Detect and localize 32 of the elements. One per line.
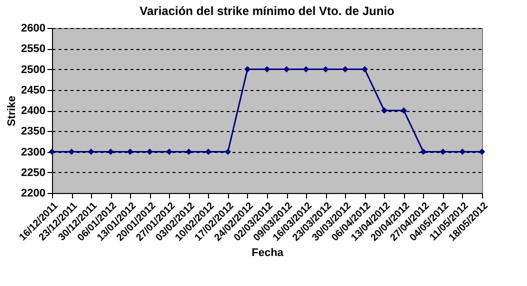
point [264, 66, 270, 72]
y-tick-label: 2500 [21, 64, 46, 76]
point [244, 66, 251, 72]
y-tick-label: 2300 [21, 146, 46, 158]
point [322, 66, 329, 72]
point [362, 66, 368, 72]
y-tick-label: 2350 [21, 126, 46, 138]
y-tick-label: 2600 [21, 22, 46, 34]
x-axis-title: Fecha [252, 246, 284, 259]
point [478, 148, 486, 155]
point [440, 148, 446, 155]
point [283, 66, 290, 72]
y-tick-label: 2550 [21, 43, 46, 56]
point [48, 148, 56, 155]
y-tick-label: 2200 [21, 188, 46, 200]
point [224, 148, 232, 155]
y-tick-label: 2400 [21, 105, 46, 117]
point [381, 107, 388, 114]
point [302, 66, 310, 72]
point [146, 148, 153, 155]
y-tick-label: 2250 [21, 166, 46, 179]
point [459, 148, 466, 155]
point [107, 148, 114, 155]
chart-title: Variación del strike mínimo del Vto. de Junio [140, 4, 394, 18]
point [68, 148, 75, 155]
point [400, 107, 407, 114]
point [420, 148, 427, 155]
point [166, 148, 172, 155]
y-tick-label: 2450 [21, 84, 46, 96]
point [88, 148, 94, 155]
y-axis-title: Strike [6, 96, 18, 126]
point [205, 148, 212, 155]
